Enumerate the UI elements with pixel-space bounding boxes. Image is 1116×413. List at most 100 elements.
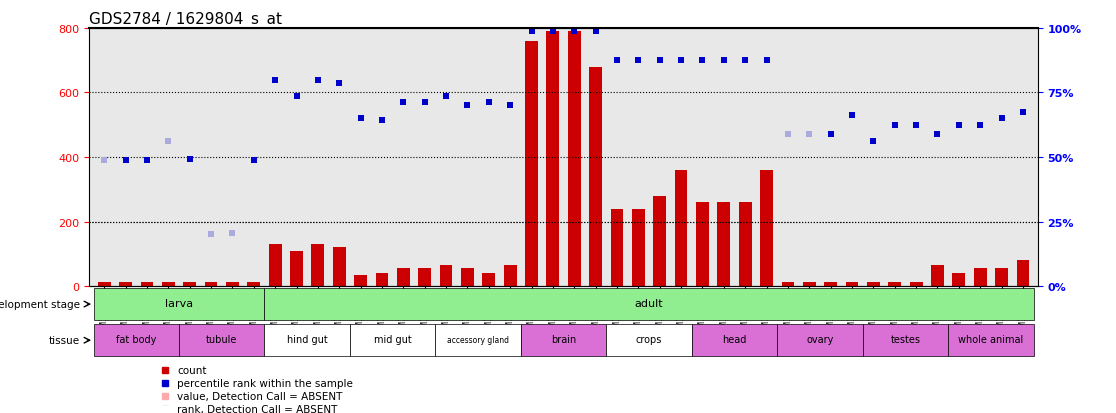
- Point: [950, 122, 968, 129]
- Point: [800, 132, 818, 138]
- Bar: [739, 203, 751, 286]
- Point: [865, 138, 883, 145]
- Bar: [675, 171, 687, 286]
- Text: brain: brain: [551, 335, 576, 345]
- Bar: [461, 268, 474, 286]
- Text: testes: testes: [891, 335, 921, 345]
- Bar: [718, 203, 730, 286]
- Bar: [141, 282, 153, 286]
- Text: percentile rank within the sample: percentile rank within the sample: [177, 378, 354, 388]
- Bar: [311, 244, 325, 286]
- Bar: [119, 282, 132, 286]
- Bar: [931, 266, 944, 286]
- Point: [244, 157, 262, 164]
- Text: head: head: [722, 335, 747, 345]
- Bar: [949, 324, 1033, 356]
- Point: [95, 157, 113, 164]
- Point: [223, 230, 241, 237]
- Bar: [995, 268, 1008, 286]
- Point: [117, 157, 135, 164]
- Bar: [98, 282, 110, 286]
- Bar: [397, 268, 410, 286]
- Bar: [183, 282, 196, 286]
- Point: [459, 103, 477, 109]
- Point: [608, 58, 626, 64]
- Bar: [290, 251, 302, 286]
- Text: development stage: development stage: [0, 299, 80, 309]
- Bar: [94, 324, 179, 356]
- Bar: [333, 248, 346, 286]
- Point: [651, 58, 668, 64]
- Point: [202, 232, 220, 238]
- Point: [181, 156, 199, 163]
- Text: count: count: [177, 365, 206, 375]
- Bar: [867, 282, 879, 286]
- Bar: [376, 273, 388, 286]
- Bar: [589, 67, 602, 286]
- Point: [821, 132, 839, 138]
- Bar: [440, 266, 452, 286]
- Bar: [418, 268, 431, 286]
- Point: [629, 58, 647, 64]
- Bar: [269, 244, 281, 286]
- Bar: [632, 209, 645, 286]
- Bar: [248, 282, 260, 286]
- Point: [566, 29, 584, 36]
- Text: tissue: tissue: [49, 335, 80, 345]
- Point: [779, 132, 797, 138]
- Bar: [521, 324, 606, 356]
- Text: crops: crops: [636, 335, 662, 345]
- Bar: [777, 324, 863, 356]
- Point: [992, 116, 1010, 122]
- Point: [737, 58, 754, 64]
- Text: larva: larva: [165, 299, 193, 309]
- Point: [160, 138, 177, 145]
- Point: [587, 29, 605, 36]
- Bar: [610, 209, 624, 286]
- Point: [437, 93, 455, 100]
- Bar: [974, 268, 987, 286]
- Point: [715, 58, 733, 64]
- Point: [758, 58, 776, 64]
- Bar: [952, 273, 965, 286]
- Text: accessory gland: accessory gland: [448, 335, 509, 344]
- Point: [288, 93, 306, 100]
- Bar: [179, 324, 264, 356]
- Text: hind gut: hind gut: [287, 335, 328, 345]
- Bar: [760, 171, 773, 286]
- Bar: [204, 282, 218, 286]
- Text: value, Detection Call = ABSENT: value, Detection Call = ABSENT: [177, 391, 343, 401]
- Bar: [692, 324, 777, 356]
- Bar: [910, 282, 923, 286]
- Point: [693, 58, 711, 64]
- Text: tubule: tubule: [206, 335, 238, 345]
- Point: [480, 100, 498, 106]
- Point: [352, 116, 369, 122]
- Point: [330, 80, 348, 87]
- Point: [522, 29, 540, 36]
- Bar: [888, 282, 901, 286]
- Bar: [227, 282, 239, 286]
- Point: [416, 100, 434, 106]
- Point: [971, 122, 989, 129]
- Point: [543, 29, 561, 36]
- Bar: [846, 282, 858, 286]
- Point: [1014, 109, 1032, 116]
- Bar: [482, 273, 496, 286]
- Bar: [503, 266, 517, 286]
- Text: adult: adult: [635, 299, 663, 309]
- Point: [929, 132, 946, 138]
- Point: [309, 77, 327, 84]
- Bar: [568, 32, 580, 286]
- Point: [373, 117, 391, 124]
- Point: [501, 103, 519, 109]
- Point: [672, 58, 690, 64]
- Bar: [264, 324, 350, 356]
- Bar: [606, 324, 692, 356]
- Bar: [696, 203, 709, 286]
- Text: GDS2784 / 1629804_s_at: GDS2784 / 1629804_s_at: [89, 12, 282, 28]
- Point: [907, 122, 925, 129]
- Point: [138, 157, 156, 164]
- Bar: [653, 196, 666, 286]
- Point: [886, 122, 904, 129]
